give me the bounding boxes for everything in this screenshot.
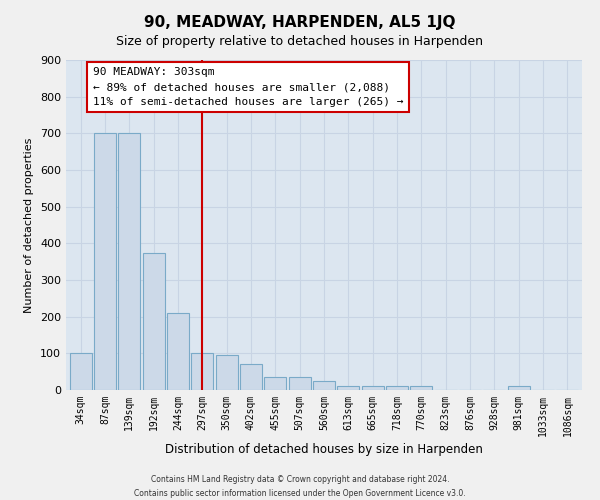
Bar <box>313 381 335 390</box>
Text: Contains HM Land Registry data © Crown copyright and database right 2024.
Contai: Contains HM Land Registry data © Crown c… <box>134 476 466 498</box>
Bar <box>362 386 383 390</box>
Bar <box>337 386 359 390</box>
Bar <box>240 364 262 390</box>
Bar <box>143 252 164 390</box>
Bar <box>410 386 433 390</box>
Bar <box>386 386 408 390</box>
Y-axis label: Number of detached properties: Number of detached properties <box>25 138 34 312</box>
Bar <box>191 354 213 390</box>
Bar <box>508 386 530 390</box>
Bar <box>70 354 92 390</box>
Bar <box>289 377 311 390</box>
Bar <box>265 377 286 390</box>
Bar <box>118 134 140 390</box>
Text: Size of property relative to detached houses in Harpenden: Size of property relative to detached ho… <box>116 35 484 48</box>
X-axis label: Distribution of detached houses by size in Harpenden: Distribution of detached houses by size … <box>165 443 483 456</box>
Bar <box>215 355 238 390</box>
Text: 90 MEADWAY: 303sqm
← 89% of detached houses are smaller (2,088)
11% of semi-deta: 90 MEADWAY: 303sqm ← 89% of detached hou… <box>93 68 403 107</box>
Text: 90, MEADWAY, HARPENDEN, AL5 1JQ: 90, MEADWAY, HARPENDEN, AL5 1JQ <box>144 15 456 30</box>
Bar <box>94 134 116 390</box>
Bar <box>167 313 189 390</box>
